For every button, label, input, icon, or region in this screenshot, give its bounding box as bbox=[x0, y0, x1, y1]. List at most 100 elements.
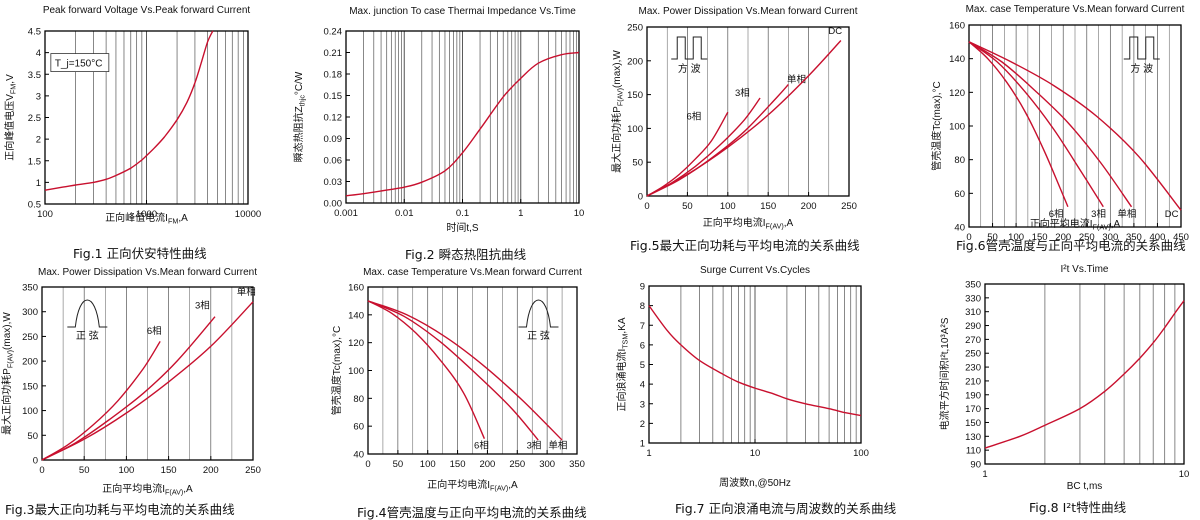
y-tick-label: 3 bbox=[36, 91, 41, 102]
series-label: DC bbox=[1165, 209, 1179, 220]
x-axis-label: 正向平均电流IF(AV),A bbox=[1030, 217, 1121, 232]
y-tick-label: 120 bbox=[949, 88, 965, 99]
half-sine-icon bbox=[518, 299, 559, 328]
y-tick-label: 110 bbox=[966, 446, 981, 457]
y-tick-label: 9 bbox=[640, 282, 645, 293]
chart-fig6: 40 60 80 100 120 140 160 0 50 100 150 200 250 300 350 4… bbox=[930, 4, 1189, 253]
grid-lines bbox=[62, 287, 233, 460]
x-tick-label: 50 bbox=[987, 232, 998, 243]
y-tick-label: 350 bbox=[22, 283, 38, 294]
series-label: 6相 bbox=[147, 325, 162, 337]
x-axis-label: 正向峰值电流IFM,A bbox=[105, 211, 188, 226]
x-tick-label: 100 bbox=[118, 465, 134, 476]
annotation-box bbox=[50, 53, 110, 72]
y-tick-label: 0.15 bbox=[324, 91, 343, 102]
x-tick-label: 0.1 bbox=[456, 208, 469, 219]
plot-frame bbox=[984, 283, 1185, 465]
x-tick-label: 200 bbox=[1055, 232, 1071, 243]
x-tick-label: 50 bbox=[682, 201, 693, 212]
y-tick-label: 250 bbox=[22, 332, 38, 343]
waveform-label: 正 弦 bbox=[527, 329, 550, 342]
series-label: 6相 bbox=[1049, 208, 1064, 220]
waveform-label: 方 波 bbox=[678, 62, 701, 75]
y-tick-label: 200 bbox=[627, 56, 643, 67]
series-line-2 bbox=[367, 300, 539, 441]
y-tick-label: 60 bbox=[353, 422, 364, 433]
y-tick-label: 0.24 bbox=[324, 27, 343, 38]
waveform-label: 方 波 bbox=[1130, 62, 1153, 75]
y-axis-label: 正向峰值电压VFM,V bbox=[3, 74, 18, 161]
y-tick-label: 3.5 bbox=[28, 70, 41, 81]
y-tick-label: 0.06 bbox=[324, 156, 343, 167]
x-tick-label: 150 bbox=[450, 459, 466, 470]
grid-lines bbox=[980, 25, 1170, 227]
series-line-4 bbox=[646, 40, 842, 197]
x-tick-label: 10 bbox=[750, 448, 761, 459]
x-tick-label: 150 bbox=[760, 201, 776, 212]
y-tick-label: 290 bbox=[965, 321, 981, 332]
grid-lines bbox=[680, 286, 857, 443]
x-tick-label: 0.001 bbox=[334, 208, 358, 219]
x-tick-label: 100 bbox=[420, 459, 436, 470]
y-tick-label: 0.09 bbox=[324, 134, 343, 145]
chart-fig7: 1 2 3 4 5 6 7 8 9 1 10 100 Surge Current Vs.Cycles 周波… bbox=[615, 265, 897, 516]
series-label: 6相 bbox=[474, 439, 489, 451]
figure-caption: Fig.8 I²t特性曲线 bbox=[1029, 500, 1127, 515]
chart-title: Max. junction To case Thermai Impedance … bbox=[349, 6, 576, 17]
y-tick-label: 200 bbox=[22, 357, 38, 368]
series-line-3 bbox=[646, 84, 789, 197]
y-tick-label: 170 bbox=[965, 404, 981, 415]
figure-caption: Fig.7 正向浪涌电流与周波数的关系曲线 bbox=[675, 501, 897, 516]
chart-title: Max. case Temperature Vs.Mean forward Cu… bbox=[966, 4, 1185, 15]
series-line-1 bbox=[367, 300, 486, 439]
chart-fig4: 40 60 80 100 120 140 160 0 50 100 150 200 250 300 350 M… bbox=[330, 267, 587, 520]
series-line-2 bbox=[646, 97, 761, 197]
series-line-1 bbox=[44, 30, 214, 191]
y-tick-label: 1 bbox=[36, 178, 41, 189]
y-tick-label: 150 bbox=[627, 90, 643, 101]
series-line-1 bbox=[984, 300, 1185, 449]
series-label: 6相 bbox=[686, 111, 701, 123]
x-tick-label: 100 bbox=[1008, 232, 1024, 243]
y-tick-label: 0.18 bbox=[324, 70, 343, 81]
y-tick-label: 140 bbox=[949, 54, 965, 65]
y-axis-label: 电流平方时间积I²t,10³A²S bbox=[938, 317, 951, 430]
x-tick-label: 10 bbox=[1179, 469, 1190, 480]
plot-frame bbox=[41, 286, 254, 461]
x-tick-label: 150 bbox=[1032, 232, 1048, 243]
y-tick-label: 90 bbox=[970, 460, 981, 471]
y-tick-label: 5 bbox=[640, 360, 645, 371]
y-tick-label: 60 bbox=[954, 189, 965, 200]
x-axis-label: 周波数n,@50Hz bbox=[719, 476, 791, 489]
x-tick-label: 0 bbox=[966, 232, 971, 243]
grid-lines bbox=[75, 31, 244, 204]
chart-fig5: 0 50 100 150 200 250 0 50 100 150 200 250 Max. Power… bbox=[610, 6, 860, 253]
x-tick-label: 100 bbox=[853, 448, 869, 459]
series-line-1 bbox=[41, 341, 161, 461]
y-tick-label: 100 bbox=[22, 406, 38, 417]
chart-fig8: 9011013015017019021023025027029031033035… bbox=[938, 264, 1189, 515]
y-tick-label: 270 bbox=[965, 335, 981, 346]
x-tick-label: 0.01 bbox=[395, 208, 414, 219]
y-tick-label: 130 bbox=[965, 432, 981, 443]
figure-caption: Fig.5最大正向功耗与平均电流的关系曲线 bbox=[630, 238, 860, 253]
y-tick-label: 1.5 bbox=[28, 156, 41, 167]
y-tick-label: 1 bbox=[640, 439, 645, 450]
series-line-1 bbox=[345, 51, 580, 197]
x-tick-label: 400 bbox=[1150, 232, 1166, 243]
x-tick-label: 300 bbox=[539, 459, 555, 470]
y-tick-label: 300 bbox=[22, 307, 38, 318]
series-line-4 bbox=[968, 41, 1182, 211]
y-tick-label: 0.21 bbox=[324, 48, 343, 59]
x-tick-label: 10000 bbox=[235, 209, 261, 220]
y-tick-label: 0 bbox=[33, 456, 38, 467]
x-tick-label: 200 bbox=[203, 465, 219, 476]
series-line-3 bbox=[968, 41, 1133, 208]
x-tick-label: 300 bbox=[1102, 232, 1118, 243]
y-axis-label: 瞬态热阻抗Zthjc°C/W bbox=[292, 71, 307, 162]
waveform-inset: 正 弦 bbox=[518, 299, 559, 342]
x-tick-label: 250 bbox=[245, 465, 261, 476]
square-wave-icon bbox=[671, 36, 708, 60]
x-axis-label: 正向平均电流IF(AV),A bbox=[703, 216, 794, 231]
grid-lines bbox=[1044, 284, 1176, 464]
